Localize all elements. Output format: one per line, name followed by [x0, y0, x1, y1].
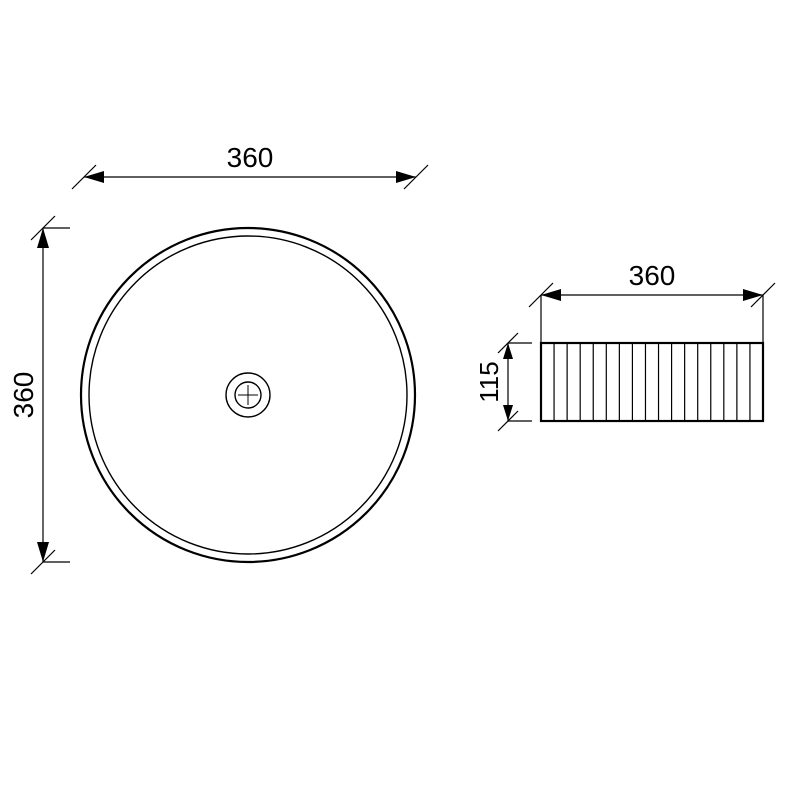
side-dim-top-label: 360: [629, 260, 676, 291]
top-view: 360 360: [8, 142, 428, 574]
dim-left-360: 360: [8, 216, 70, 574]
dim-top-360: 360: [72, 142, 428, 189]
side-dim-left-label: 115: [474, 361, 504, 402]
side-view: 360 115: [474, 260, 775, 431]
dim-left-label: 360: [8, 372, 39, 419]
side-dim-left-115: 115: [474, 333, 532, 431]
dim-top-label: 360: [227, 142, 274, 173]
side-dim-top-360: 360: [529, 260, 775, 343]
